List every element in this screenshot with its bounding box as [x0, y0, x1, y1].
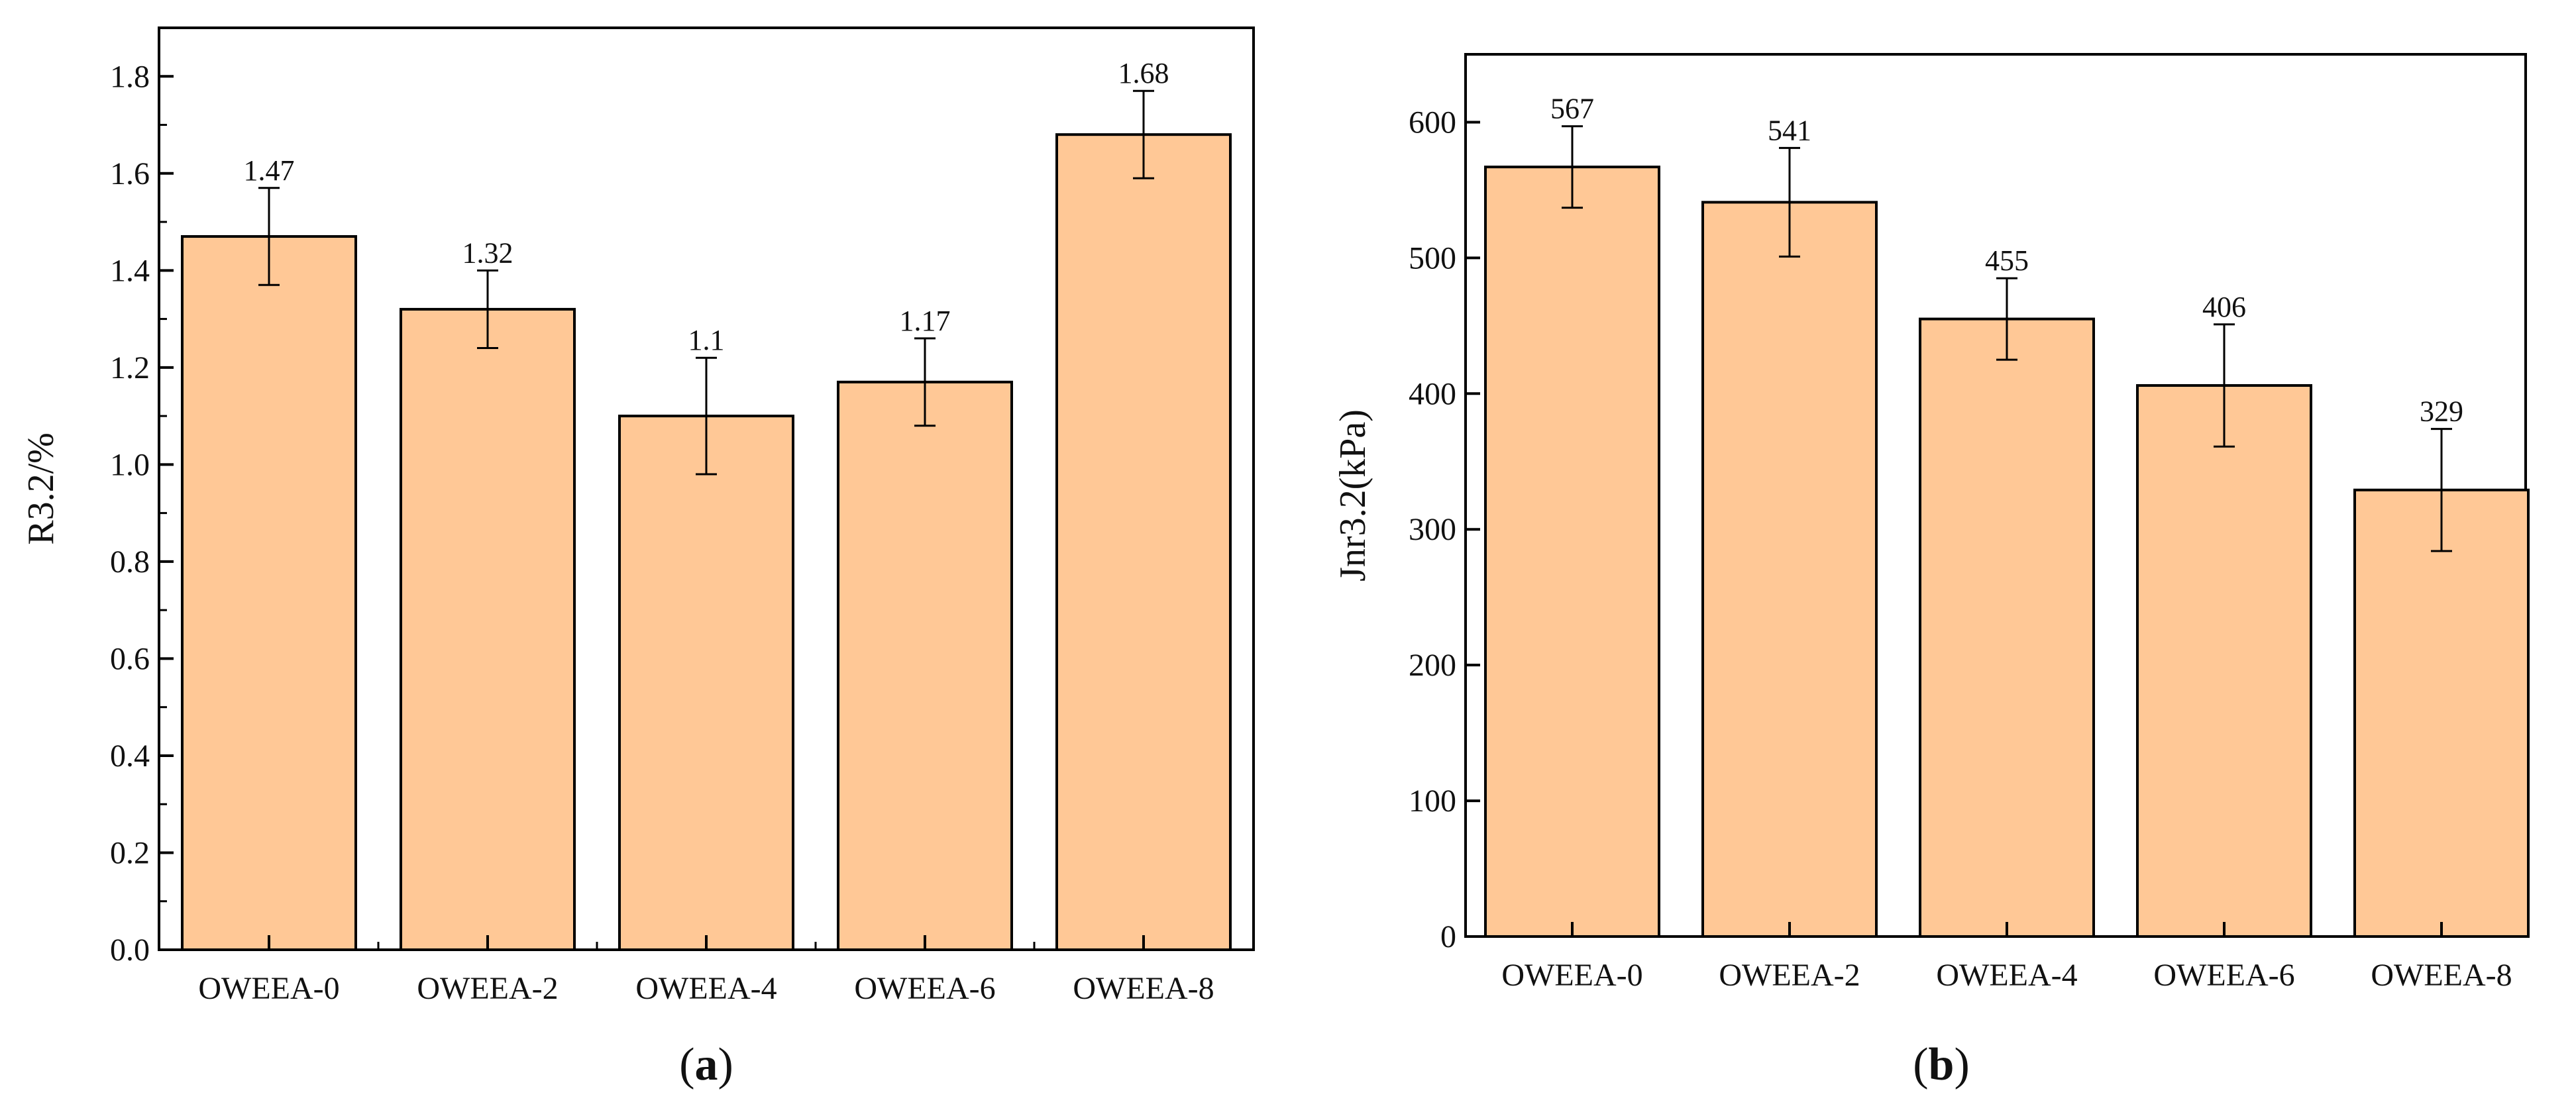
bar-b-3 [1919, 317, 2095, 938]
y-ticks-b: 0 100 200 300 400 500 600 [1409, 105, 1480, 954]
chart-panel-a: R3.2/% 0.0 0.2 0.4 0.6 0.8 1.0 1.2 1.4 1.6 1.8 1.… [21, 26, 1255, 1090]
chart-panel-b: Jnr3.2(kPa) 0 100 200 300 400 500 600 567 541 45… [1332, 53, 2530, 1090]
y-tick-label-a: 1.2 [110, 350, 150, 385]
x-tick-label-a-3: OWEEA-4 [635, 971, 777, 1006]
data-label-b-1: 567 [1550, 93, 1594, 125]
y-tick-label-b: 300 [1409, 512, 1456, 547]
y-axis-label-b: Jnr3.2(kPa) [1332, 409, 1373, 582]
x-tick-label-a-5: OWEEA-8 [1073, 971, 1214, 1006]
y-axis-label-a: R3.2/% [21, 432, 62, 545]
data-label-b-5: 329 [2420, 395, 2463, 428]
panel-caption-b: (b) [1913, 1039, 1970, 1090]
y-tick-label-a: 0.0 [110, 933, 150, 968]
y-tick-label-b: 200 [1409, 648, 1456, 683]
y-tick-label-a: 1.0 [110, 447, 150, 482]
x-tick-label-b-5: OWEEA-8 [2371, 958, 2512, 993]
y-tick-label-b: 0 [1440, 919, 1456, 954]
bar-a-3 [618, 415, 794, 951]
bar-b-1 [1484, 166, 1660, 938]
data-label-a-2: 1.32 [462, 236, 513, 269]
bar-b-5 [2353, 488, 2530, 938]
x-ticks-b: OWEEA-0 OWEEA-2 OWEEA-4 OWEEA-6 OWEEA-8 [1501, 922, 2512, 993]
x-tick-label-b-4: OWEEA-6 [2153, 958, 2294, 993]
bars-a: 1.47 1.32 1.1 1.17 1.68 [181, 57, 1232, 951]
y-tick-label-a: 1.6 [110, 156, 150, 191]
bar-b-4 [2136, 384, 2312, 938]
x-tick-label-b-1: OWEEA-0 [1501, 958, 1642, 993]
data-label-b-4: 406 [2202, 291, 2246, 323]
y-tick-label-b: 100 [1409, 784, 1456, 819]
bar-b-2 [1701, 201, 1878, 938]
y-tick-label-b: 400 [1409, 376, 1456, 411]
x-tick-label-a-4: OWEEA-6 [854, 971, 995, 1006]
data-label-a-3: 1.1 [688, 324, 725, 356]
bar-a-2 [400, 307, 576, 951]
data-label-a-4: 1.17 [900, 305, 951, 337]
data-label-a-1: 1.47 [244, 154, 295, 187]
bar-a-5 [1055, 133, 1232, 951]
x-ticks-a: OWEEA-0 OWEEA-2 OWEEA-4 OWEEA-6 OWEEA-8 [198, 935, 1214, 1006]
y-tick-label-a: 1.8 [110, 59, 150, 94]
x-tick-label-a-1: OWEEA-0 [198, 971, 339, 1006]
data-label-b-2: 541 [1768, 114, 1811, 146]
bar-a-4 [837, 380, 1013, 951]
data-label-a-5: 1.68 [1118, 57, 1169, 89]
y-tick-label-a: 0.8 [110, 544, 150, 580]
x-tick-label-b-3: OWEEA-4 [1936, 958, 2077, 993]
y-tick-label-b: 500 [1409, 240, 1456, 276]
y-ticks-a: 0.0 0.2 0.4 0.6 0.8 1.0 1.2 1.4 1.6 1.8 [110, 59, 174, 968]
bars-b: 567 541 455 406 329 [1484, 93, 2530, 938]
x-tick-label-b-2: OWEEA-2 [1719, 958, 1860, 993]
y-tick-label-a: 1.4 [110, 253, 150, 288]
panel-caption-a: (a) [679, 1039, 733, 1090]
y-tick-label-a: 0.2 [110, 835, 150, 870]
y-tick-label-b: 600 [1409, 105, 1456, 140]
y-tick-label-a: 0.6 [110, 641, 150, 676]
bar-a-1 [181, 235, 357, 951]
data-label-b-3: 455 [1985, 244, 2029, 277]
y-tick-label-a: 0.4 [110, 738, 150, 774]
x-tick-label-a-2: OWEEA-2 [417, 971, 558, 1006]
